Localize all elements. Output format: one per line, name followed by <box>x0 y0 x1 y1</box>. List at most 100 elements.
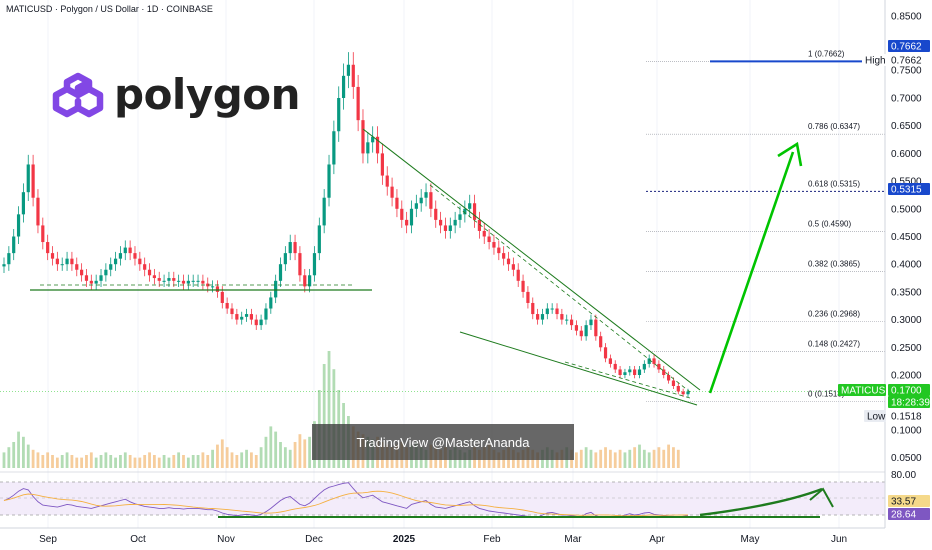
candle-body <box>254 319 258 326</box>
candle-body <box>618 369 622 375</box>
volume-bar <box>662 449 666 468</box>
volume-bar <box>133 457 137 468</box>
candle-body <box>36 197 40 226</box>
candle-body <box>16 214 21 237</box>
price-tag: Low <box>867 412 886 423</box>
price-axis[interactable]: 0.8500 0.7500 0.7000 0.6500 0.6000 0.5500 0.50… <box>891 12 922 482</box>
candle-body <box>341 75 346 98</box>
candle-body <box>7 253 11 265</box>
candle-body <box>642 363 646 370</box>
volume-bar <box>293 442 297 468</box>
y-tick-label: 0.3500 <box>891 287 922 298</box>
candle-body <box>293 242 297 254</box>
candle-body <box>409 208 414 226</box>
candle-body <box>269 297 273 309</box>
volume-bar <box>109 455 113 468</box>
candle-body <box>225 302 229 309</box>
candle-body <box>569 319 574 326</box>
fib-level-label: 0.148 (0.2427) <box>808 339 860 348</box>
x-tick-label: May <box>741 534 760 545</box>
volume-bar <box>94 457 98 468</box>
fib-level-label: 0.382 (0.3865) <box>808 260 860 269</box>
volume-bar <box>594 452 598 468</box>
candle-body <box>89 280 93 284</box>
candle-body <box>608 358 612 364</box>
candle-body <box>666 375 671 381</box>
candle-body <box>458 214 462 220</box>
candle-body <box>303 275 307 287</box>
candle-body <box>46 242 50 254</box>
volume-bar <box>575 452 578 468</box>
volume-bar <box>303 439 307 468</box>
candle-body <box>414 203 418 209</box>
y-tick-label: 0.4000 <box>891 260 922 271</box>
candle-body <box>104 269 108 276</box>
candle-body <box>65 258 69 265</box>
volume-bar <box>119 455 122 468</box>
candle-body <box>487 236 491 243</box>
volume-bar <box>676 449 680 468</box>
volume-bar <box>2 452 6 468</box>
candle-body <box>686 391 690 395</box>
candle-body <box>94 280 98 284</box>
volume-bar <box>85 455 88 468</box>
price-tag-bg <box>888 410 930 422</box>
candle-body <box>283 253 287 265</box>
candle-body <box>206 283 210 287</box>
volume-bar <box>138 457 142 468</box>
candle-body <box>50 253 55 259</box>
volume-bar <box>182 455 185 468</box>
candle-body <box>448 225 452 231</box>
price-tag: High <box>865 56 886 67</box>
price-tag-bg <box>888 495 930 507</box>
price-tag-bg <box>888 508 930 520</box>
candle-body <box>322 197 326 226</box>
y-tick-label: 0.0500 <box>891 453 922 464</box>
rsi-projection-curve <box>699 487 823 517</box>
candle-body <box>424 192 428 198</box>
y-tick-label: 0.8500 <box>891 12 922 23</box>
time-axis[interactable]: Sep Oct Nov Dec 2025 Feb Mar Apr May Jun <box>39 534 847 545</box>
volume-bar <box>186 457 190 468</box>
candle-body <box>31 164 35 198</box>
candle-body <box>346 64 351 76</box>
volume-bar <box>99 455 103 468</box>
fibonacci-levels: 1 (0.7662) 0.786 (0.6347) 0.618 (0.5315) 0.… <box>0 49 885 402</box>
volume-bar <box>254 455 258 468</box>
volume-bar <box>667 444 670 468</box>
volume-bar <box>647 452 651 468</box>
candle-body <box>594 319 598 337</box>
y-tick-label: 0.1000 <box>891 426 922 437</box>
candle-body <box>317 225 321 254</box>
candle-body <box>80 269 84 276</box>
candle-body <box>662 369 666 375</box>
candle-body <box>647 358 651 364</box>
candle-body <box>623 372 627 375</box>
volume-bar <box>22 436 25 468</box>
volume-bar <box>152 455 156 468</box>
volume-bar <box>211 449 214 468</box>
fib-level-label: 0.236 (0.2968) <box>808 309 860 318</box>
price-tag: 0.7662 <box>891 56 922 67</box>
candle-body <box>545 308 549 315</box>
polygon-logo-icon <box>52 72 104 118</box>
rsi-tick-label: 80.00 <box>891 470 916 481</box>
volume-bar <box>128 455 132 468</box>
volume-bar <box>31 449 35 468</box>
target-arrow-shaft <box>708 151 795 394</box>
candle-body <box>574 325 579 331</box>
candle-body <box>361 120 365 154</box>
volume-bar <box>332 369 336 468</box>
volume-bar <box>41 455 45 468</box>
candle-body <box>123 247 127 254</box>
volume-bar <box>191 455 195 468</box>
y-tick-label: 0.4500 <box>891 232 922 243</box>
candle-body <box>75 264 79 270</box>
candle-body <box>516 269 520 281</box>
candle-body <box>429 192 433 209</box>
volume-bar <box>536 452 540 468</box>
volume-bar <box>148 452 151 468</box>
volume-bar <box>288 449 292 468</box>
candle-body <box>2 264 6 267</box>
candlestick-series <box>2 52 690 397</box>
